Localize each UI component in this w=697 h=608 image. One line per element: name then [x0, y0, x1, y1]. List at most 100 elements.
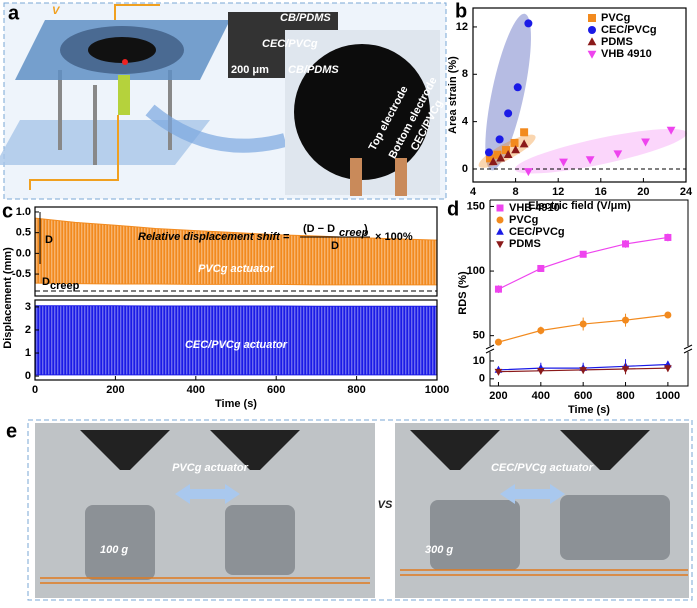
y-tick-label: 1	[25, 347, 31, 359]
legend-label: PVCg	[509, 214, 538, 226]
y-axis-label: Displacement (mm)	[2, 247, 14, 349]
marker	[495, 339, 502, 346]
legend-marker	[588, 37, 597, 45]
panel-a: a V CB/PDMS CEC/PVCg 200 μm CB/PDMS Top …	[0, 2, 446, 199]
vs-label: VS	[378, 499, 393, 511]
legend-marker	[496, 228, 504, 235]
y-tick-label: 2	[25, 324, 31, 336]
mass-label: 300 g	[425, 544, 453, 556]
y-tick-label: 150	[467, 200, 485, 212]
legend-label: PDMS	[509, 238, 541, 250]
legend-label: VHB 4910	[509, 202, 560, 214]
marker	[664, 311, 671, 318]
mass-label: 100 g	[100, 544, 128, 556]
x-tick-label: 24	[680, 186, 693, 198]
x-tick-label: 200	[489, 390, 507, 402]
marker	[664, 234, 671, 241]
y-tick-label: 0	[25, 370, 31, 382]
x-tick-label: 400	[532, 390, 550, 402]
axis-break	[684, 345, 692, 353]
x-tick-label: 800	[347, 384, 365, 396]
marker	[580, 251, 587, 258]
marker	[622, 366, 630, 373]
axis-break	[486, 345, 494, 353]
y-tick-label: 10	[473, 355, 485, 367]
y-axis-label: Area strain (%)	[447, 56, 459, 134]
y-tick-label: 0	[462, 163, 468, 175]
dimension-label: D	[45, 234, 53, 246]
formula: (D − D	[303, 223, 335, 235]
marker	[537, 327, 544, 334]
spring	[118, 75, 130, 115]
photo-title: PVCg actuator	[172, 462, 249, 474]
x-tick-label: 0	[32, 384, 38, 396]
weight	[430, 500, 520, 570]
y-tick-label: 0.5	[16, 227, 31, 239]
x-axis-label: Time (s)	[568, 404, 610, 416]
y-axis-label: RDS (%)	[457, 271, 469, 315]
marker	[511, 139, 519, 147]
dot	[122, 59, 128, 65]
photo-title: CEC/PVCg actuator	[491, 462, 594, 474]
panel-label: d	[447, 198, 459, 220]
legend-marker	[588, 14, 596, 22]
panel-label: b	[455, 0, 467, 22]
weight	[560, 495, 670, 560]
formula: Relative displacement shift =	[138, 231, 290, 243]
y-tick-label: 4	[462, 116, 469, 128]
x-axis-label: Time (s)	[215, 398, 257, 410]
group-shade	[512, 120, 690, 182]
sem-label: CB/PDMS	[280, 12, 331, 24]
x-tick-label: 20	[637, 186, 649, 198]
x-tick-label: 800	[616, 390, 634, 402]
marker	[622, 317, 629, 324]
legend-marker	[588, 51, 597, 59]
tab	[350, 158, 362, 196]
y-tick-label: 3	[25, 301, 31, 313]
weight	[225, 505, 295, 575]
panel-label: c	[2, 200, 13, 222]
panel-e: e PVCg actuator VS CEC/PVCg actuator 100…	[6, 420, 692, 600]
formula: )	[364, 223, 368, 235]
dimension-label: creep	[50, 280, 80, 292]
x-tick-label: 1000	[656, 390, 680, 402]
marker	[664, 365, 672, 372]
series-annotation: CEC/PVCg actuator	[185, 339, 288, 351]
formula: D	[331, 240, 339, 252]
marker	[537, 265, 544, 272]
panel-label: a	[8, 2, 20, 24]
marker	[524, 19, 532, 27]
y-tick-label: 1.0	[16, 206, 31, 218]
x-tick-label: 600	[267, 384, 285, 396]
y-tick-label: 0.0	[16, 247, 31, 259]
x-tick-label: 400	[187, 384, 205, 396]
x-tick-label: 12	[552, 186, 564, 198]
x-tick-label: 16	[595, 186, 607, 198]
marker	[520, 128, 528, 136]
y-tick-label: -0.5	[12, 268, 31, 280]
weight	[85, 505, 155, 580]
legend-label: PVCg	[601, 12, 630, 24]
legend-label: CEC/PVCg	[601, 24, 657, 36]
panel-label: e	[6, 420, 17, 442]
y-tick-label: 8	[462, 68, 468, 80]
membrane	[88, 37, 156, 63]
marker	[495, 286, 502, 293]
x-tick-label: 600	[574, 390, 592, 402]
legend-label: VHB 4910	[601, 48, 652, 60]
sem-label: CEC/PVCg	[262, 38, 318, 50]
tab	[395, 158, 407, 196]
marker	[485, 148, 493, 156]
legend-label: PDMS	[601, 36, 633, 48]
marker	[496, 135, 504, 143]
series-annotation: PVCg actuator	[198, 263, 275, 275]
y-tick-label: 100	[467, 265, 485, 277]
legend-marker	[588, 26, 596, 34]
x-tick-label: 200	[106, 384, 124, 396]
marker	[622, 240, 629, 247]
marker	[504, 109, 512, 117]
y-tick-label: 50	[473, 330, 485, 342]
y-tick-label: 0	[479, 373, 485, 385]
x-tick-label: 8	[513, 186, 519, 198]
